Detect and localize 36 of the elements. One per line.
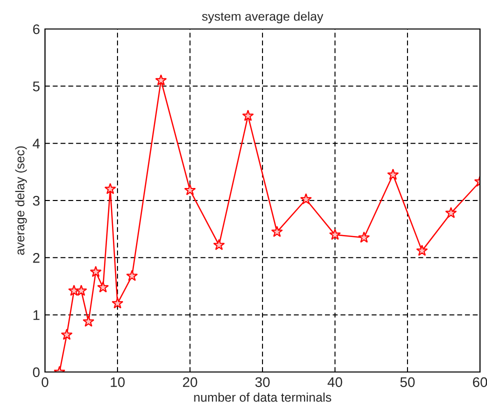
chart-title: system average delay — [202, 12, 324, 24]
point — [213, 238, 225, 250]
point — [416, 244, 428, 256]
y-tick-label: 2 — [33, 253, 40, 263]
point — [387, 168, 399, 180]
point — [445, 206, 457, 218]
x-tick-label: 20 — [182, 377, 198, 388]
x-tick-label: 40 — [328, 377, 342, 388]
point — [75, 284, 88, 296]
x-tick-label: 60 — [472, 377, 487, 388]
x-tick-label: 0 — [42, 377, 48, 388]
point — [104, 182, 116, 194]
y-axis-title: average delay (sec) — [15, 146, 27, 255]
point — [358, 232, 370, 243]
point — [242, 110, 254, 121]
point — [271, 226, 283, 237]
x-tick-label: 50 — [400, 377, 415, 388]
x-tick-label: 10 — [110, 377, 125, 388]
point — [126, 270, 138, 282]
y-tick-label: 3 — [32, 196, 40, 206]
point — [112, 297, 124, 308]
point — [60, 328, 73, 340]
x-axis-title: number of data terminals — [194, 392, 332, 402]
x-tick-label: 30 — [255, 377, 270, 388]
y-tick-label: 1 — [33, 310, 40, 320]
point — [82, 316, 94, 327]
y-tick-label: 0 — [32, 367, 40, 378]
point — [97, 281, 109, 292]
point — [90, 266, 102, 278]
y-tick-label: 6 — [33, 24, 40, 34]
point — [300, 193, 312, 204]
y-tick-label: 5 — [32, 82, 40, 92]
point — [155, 74, 167, 86]
point — [329, 228, 341, 240]
y-tick-label: 4 — [32, 138, 40, 148]
point — [184, 184, 196, 196]
